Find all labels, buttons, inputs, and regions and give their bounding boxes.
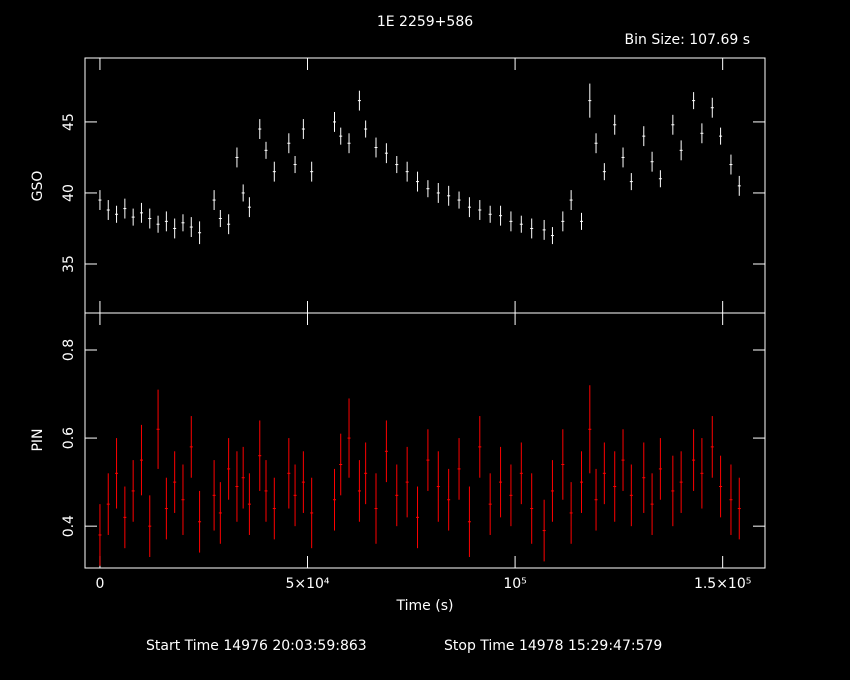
y-tick-label: 35 — [61, 255, 77, 273]
y-tick-label: 45 — [61, 113, 77, 131]
x-axis-label: Time (s) — [396, 598, 454, 614]
y-tick-label: 0.8 — [61, 339, 77, 361]
start-time: Start Time 14976 20:03:59:863 — [146, 638, 367, 654]
x-tick-label: 5×10⁴ — [285, 576, 329, 592]
stop-time: Stop Time 14978 15:29:47:579 — [444, 638, 662, 654]
bin-size: Bin Size: 107.69 s — [625, 32, 750, 48]
top-panel-frame — [84, 57, 766, 314]
y-tick-label: 0.6 — [61, 427, 77, 449]
x-tick-label: 1.5×10⁵ — [694, 576, 751, 592]
y-tick-label: 40 — [61, 184, 77, 202]
y-axis-label: PIN — [30, 428, 46, 451]
y-axis-label: GSO — [30, 171, 46, 202]
chart-title: 1E 2259+586 — [377, 14, 473, 30]
y-tick-label: 0.4 — [61, 515, 77, 537]
x-tick-label: 10⁵ — [503, 576, 526, 592]
x-tick-label: 0 — [95, 576, 104, 592]
bottom-panel-frame — [84, 312, 766, 569]
